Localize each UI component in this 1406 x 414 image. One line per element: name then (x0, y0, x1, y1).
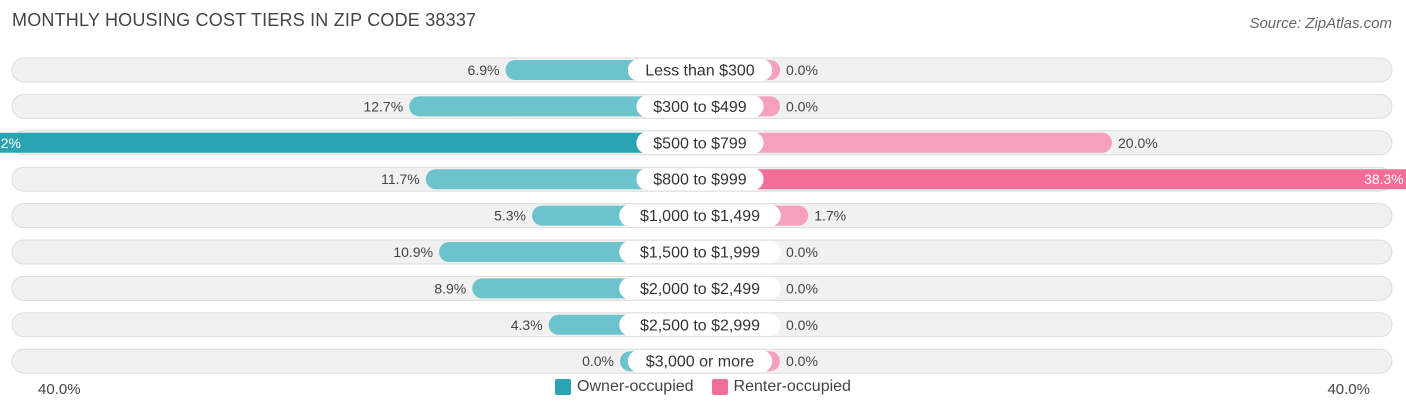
legend-swatch-owner (555, 379, 572, 395)
value-label-owner: 10.9% (393, 244, 433, 260)
axis-left-label: 40.0% (38, 381, 81, 398)
legend: Owner-occupied Renter-occupied (0, 378, 1406, 396)
value-label-owner: 6.9% (468, 62, 500, 78)
row-4: 5.3% 1.7% $1,000 to $1,499 (11, 203, 1393, 229)
chart-title: MONTHLY HOUSING COST TIERS IN ZIP CODE 3… (12, 10, 477, 30)
value-label-owner: 0.0% (582, 353, 614, 369)
value-label-renter: 0.0% (786, 317, 818, 333)
bar-owner (425, 169, 700, 190)
row-0: 6.9% 0.0% Less than $300 (11, 57, 1393, 83)
category-label: $1,000 to $1,499 (640, 208, 760, 225)
category-pill (619, 204, 781, 227)
value-label-renter: 1.7% (814, 208, 846, 224)
value-label-renter: 38.3% (1364, 171, 1404, 187)
value-label-owner: 8.9% (434, 280, 466, 296)
category-label: $300 to $499 (653, 99, 747, 116)
category-label: Less than $300 (645, 63, 755, 80)
legend-item-renter: Renter-occupied (711, 378, 851, 396)
category-label: $800 to $999 (653, 172, 747, 189)
category-pill (636, 131, 764, 154)
category-pill (619, 313, 781, 336)
value-label-owner: 11.7% (381, 171, 420, 187)
legend-label-renter: Renter-occupied (733, 378, 851, 395)
value-label-owner: 12.7% (363, 98, 403, 114)
value-label-renter: 20.0% (1118, 135, 1158, 151)
bar-renter (700, 132, 1112, 153)
category-label: $2,000 to $2,499 (640, 281, 760, 298)
chart-source: Source: ZipAtlas.com (1249, 15, 1392, 32)
category-pill (636, 168, 764, 191)
value-label-renter: 0.0% (786, 353, 818, 369)
row-5: 10.9% 0.0% $1,500 to $1,999 (11, 239, 1393, 265)
value-label-owner: 39.2% (0, 135, 21, 151)
category-pill (636, 95, 764, 118)
chart-plot: 6.9% 0.0% Less than $300 12.7% 0.0% $300 to $… (0, 57, 1406, 374)
row-7: 4.3% 0.0% $2,500 to $2,999 (11, 312, 1393, 338)
row-3: 11.7% 38.3% $800 to $999 (11, 166, 1406, 192)
legend-label-owner: Owner-occupied (577, 378, 694, 395)
bar-owner (0, 132, 700, 153)
axis-right-label: 40.0% (1327, 381, 1370, 398)
legend-item-owner: Owner-occupied (555, 378, 694, 396)
row-2: 39.2% 20.0% $500 to $799 (0, 130, 1393, 156)
category-pill (627, 59, 773, 81)
category-label: $500 to $799 (653, 135, 747, 152)
value-label-owner: 4.3% (511, 317, 543, 333)
row-1: 12.7% 0.0% $300 to $499 (11, 93, 1393, 119)
bar-owner (409, 96, 700, 117)
category-label: $1,500 to $1,999 (640, 245, 760, 262)
value-label-renter: 0.0% (786, 280, 818, 296)
value-label-renter: 0.0% (786, 62, 818, 78)
category-pill (627, 350, 773, 373)
value-label-renter: 0.0% (786, 98, 818, 114)
category-pill (619, 241, 781, 263)
legend-swatch-renter (711, 379, 728, 395)
category-label: $3,000 or more (646, 354, 755, 371)
value-label-renter: 0.0% (786, 244, 818, 260)
value-label-owner: 5.3% (494, 208, 526, 224)
category-label: $2,500 to $2,999 (640, 317, 760, 334)
category-pill (619, 277, 781, 300)
row-6: 8.9% 0.0% $2,000 to $2,499 (11, 275, 1393, 301)
bar-renter (700, 169, 1406, 190)
row-8: 0.0% 0.0% $3,000 or more (11, 348, 1393, 374)
